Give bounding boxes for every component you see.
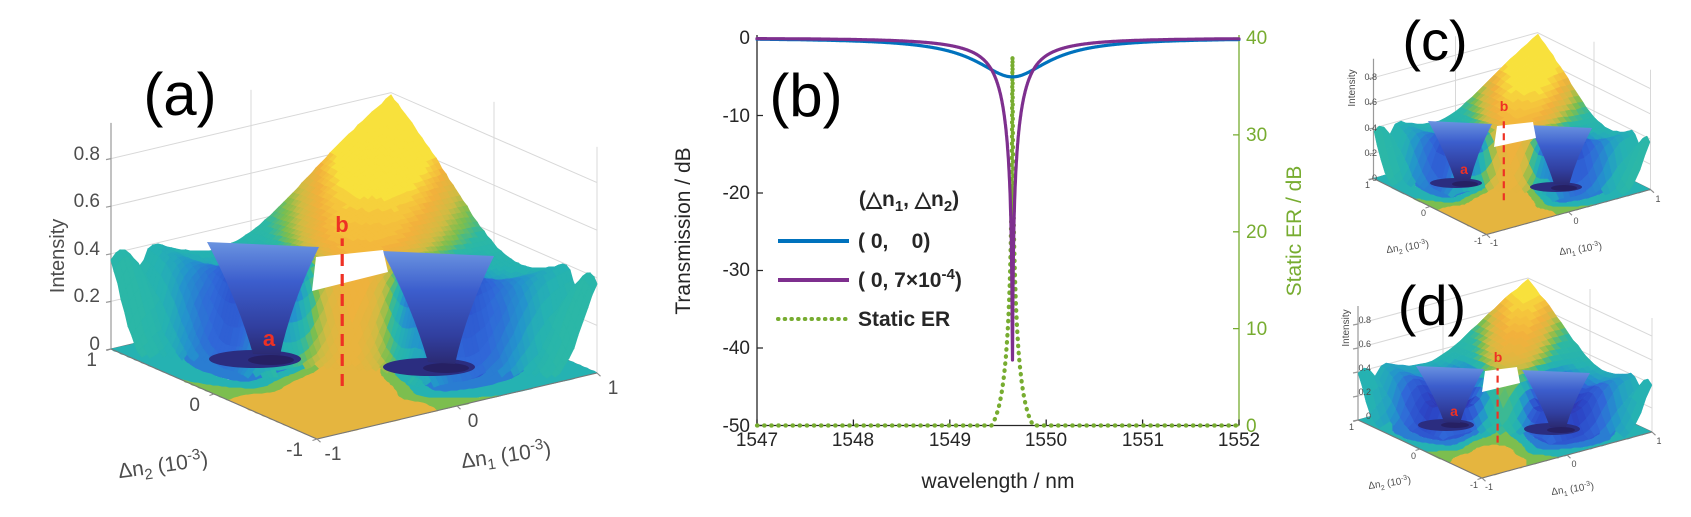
svg-text:0.6: 0.6 — [74, 191, 100, 212]
svg-text:0: 0 — [1411, 451, 1416, 461]
svg-text:0.8: 0.8 — [1364, 72, 1377, 82]
svg-text:10: 10 — [1246, 319, 1267, 340]
svg-text:1548: 1548 — [832, 430, 874, 451]
svg-text:-30: -30 — [723, 260, 750, 281]
svg-text:b: b — [1500, 98, 1509, 114]
svg-text:-1: -1 — [1490, 238, 1498, 248]
svg-text:-1: -1 — [1474, 236, 1482, 246]
svg-text:Static ER: Static ER — [858, 308, 950, 331]
svg-text:1: 1 — [1365, 180, 1370, 190]
svg-text:0: 0 — [1421, 208, 1426, 218]
svg-text:-1: -1 — [286, 440, 303, 461]
svg-text:Transmission / dB: Transmission / dB — [672, 147, 695, 314]
svg-text:(△n1, △n2): (△n1, △n2) — [859, 188, 959, 215]
svg-text:(b): (b) — [769, 62, 842, 129]
svg-text:(a): (a) — [143, 61, 216, 128]
svg-text:-1: -1 — [325, 444, 342, 465]
svg-text:1550: 1550 — [1025, 430, 1067, 451]
svg-text:0.2: 0.2 — [1364, 148, 1377, 158]
svg-text:1547: 1547 — [736, 430, 778, 451]
svg-text:0: 0 — [89, 334, 100, 355]
svg-text:1: 1 — [86, 350, 97, 371]
svg-text:b: b — [335, 212, 348, 237]
svg-text:1549: 1549 — [929, 430, 971, 451]
svg-text:a: a — [1460, 161, 1468, 177]
svg-text:(c): (c) — [1402, 9, 1467, 72]
svg-text:0.8: 0.8 — [1358, 315, 1371, 325]
svg-text:30: 30 — [1246, 125, 1267, 146]
svg-text:1: 1 — [1656, 436, 1661, 446]
svg-text:a: a — [263, 326, 276, 351]
svg-text:0: 0 — [1571, 459, 1576, 469]
svg-text:0: 0 — [1366, 411, 1371, 421]
svg-text:0: 0 — [1573, 216, 1578, 226]
svg-text:0: 0 — [1372, 173, 1377, 183]
svg-text:-1: -1 — [1470, 480, 1478, 490]
svg-text:0.4: 0.4 — [1358, 363, 1371, 373]
svg-text:0: 0 — [739, 28, 750, 49]
svg-text:0.8: 0.8 — [74, 144, 100, 165]
svg-text:0: 0 — [468, 411, 479, 432]
svg-text:Static ER / dB: Static ER / dB — [1283, 166, 1306, 297]
svg-text:( 0, 0): ( 0, 0) — [858, 230, 930, 253]
svg-text:a: a — [1450, 403, 1458, 419]
svg-text:wavelength / nm: wavelength / nm — [921, 470, 1075, 493]
svg-text:0: 0 — [189, 395, 200, 416]
svg-text:-20: -20 — [723, 183, 750, 204]
svg-text:0.2: 0.2 — [74, 286, 100, 307]
svg-text:0.4: 0.4 — [1364, 123, 1377, 133]
svg-text:0.6: 0.6 — [1364, 97, 1377, 107]
svg-text:0.2: 0.2 — [1358, 387, 1371, 397]
svg-text:0: 0 — [1246, 416, 1257, 437]
svg-text:1552: 1552 — [1218, 430, 1260, 451]
svg-text:-50: -50 — [723, 416, 750, 437]
svg-text:-40: -40 — [723, 338, 750, 359]
svg-text:1: 1 — [1655, 194, 1660, 204]
svg-text:-10: -10 — [723, 106, 750, 127]
svg-text:20: 20 — [1246, 222, 1267, 243]
svg-text:(d): (d) — [1398, 274, 1466, 337]
svg-text:Intensity: Intensity — [1341, 309, 1352, 346]
svg-text:40: 40 — [1246, 28, 1267, 49]
svg-text:1: 1 — [1349, 422, 1354, 432]
svg-text:b: b — [1494, 349, 1503, 365]
svg-text:0.6: 0.6 — [1358, 339, 1371, 349]
svg-text:0.4: 0.4 — [74, 239, 101, 260]
svg-text:-1: -1 — [1485, 482, 1493, 492]
svg-text:Intensity: Intensity — [47, 219, 69, 293]
svg-text:Intensity: Intensity — [1347, 69, 1358, 106]
svg-text:1551: 1551 — [1122, 430, 1164, 451]
svg-text:1: 1 — [608, 378, 619, 399]
